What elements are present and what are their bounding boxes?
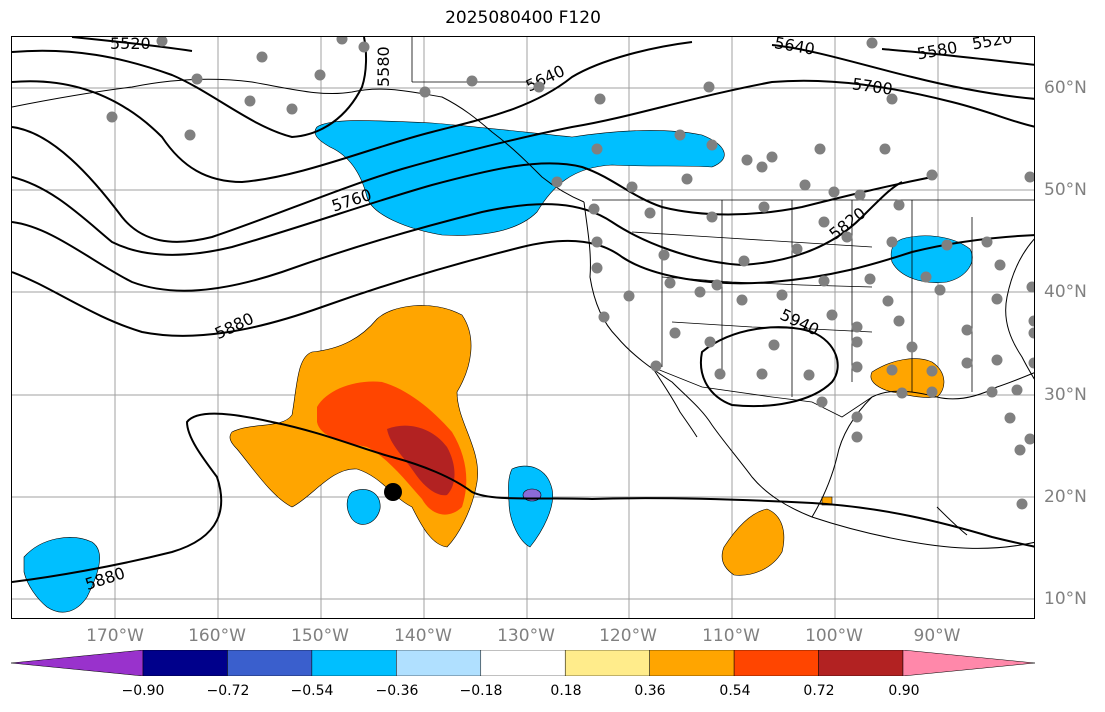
contour-label-5640-west: 5640 (523, 61, 568, 95)
contour-5640-east (771, 44, 1034, 100)
colorbar-label: −0.36 (375, 683, 419, 699)
lat-label: 60°N (1044, 78, 1087, 98)
lon-label: 110°W (702, 626, 760, 646)
contour-label-5700: 5700 (851, 74, 894, 98)
colorbar-label: 0.36 (634, 683, 666, 699)
colorbar-segment (480, 650, 566, 676)
contour-label-5520: 5520 (110, 37, 151, 53)
lat-label: 10°N (1044, 589, 1087, 609)
lon-label: 120°W (599, 626, 657, 646)
negative-anomaly-regions (23, 120, 973, 613)
contour-5880-south (12, 412, 1034, 583)
lon-label: 90°W (913, 626, 961, 646)
contour-label-5640-east: 5640 (773, 37, 816, 59)
colorbar-label: −0.72 (206, 683, 250, 699)
colorbar-label: 0.72 (803, 683, 835, 699)
colorbar-segments (11, 650, 1035, 676)
colorbar-label: 0.90 (888, 683, 920, 699)
contour-5820 (12, 181, 903, 292)
contour-5640 (12, 41, 693, 184)
contour-5940 (699, 326, 839, 408)
contour-label-5580: 5580 (374, 46, 393, 87)
height-contours (12, 37, 1034, 583)
border-us-mexico (651, 366, 873, 418)
coastline-alaska (12, 78, 585, 203)
colorbar-label: −0.18 (459, 683, 503, 699)
anomaly-region-mexico-offshore (721, 508, 785, 576)
colorbar-label: 0.54 (719, 683, 751, 699)
station-markers (106, 37, 1034, 510)
colorbar-segment (564, 650, 650, 676)
lon-label: 160°W (188, 626, 246, 646)
colorbar-label: 0.18 (550, 683, 582, 699)
lat-label: 20°N (1044, 487, 1087, 507)
contour-5700 (12, 79, 1034, 243)
lon-label: 130°W (497, 626, 555, 646)
map-canvas: 5520 5580 5640 5640 5700 5580 5520 5760 … (12, 37, 1034, 618)
coastline-east-north-america (1005, 238, 1034, 380)
lon-label: 140°W (394, 626, 452, 646)
contour-5760 (12, 162, 933, 256)
lat-label: 40°N (1044, 282, 1087, 302)
colorbar-label: −0.90 (121, 683, 165, 699)
coastline-gulf-of-mexico (811, 372, 1034, 518)
highlight-marker (384, 483, 402, 501)
lat-label: 50°N (1044, 180, 1087, 200)
coastline-yucatan (936, 506, 968, 536)
contour-5580-west (12, 37, 368, 139)
colorbar-segment (396, 650, 482, 676)
political-borders (411, 37, 1034, 418)
map-panel: 5520 5580 5640 5640 5700 5580 5520 5760 … (11, 36, 1035, 619)
contour-label-5580-east: 5580 (915, 38, 958, 64)
colorbar-segment (142, 650, 228, 676)
contour-5880-north (12, 234, 1034, 337)
anomaly-region-subtropical-east (508, 465, 553, 548)
colorbar-segment (649, 650, 735, 676)
anomaly-region-central-pacific-core (387, 425, 455, 496)
contour-label-5880-north: 5880 (212, 309, 257, 343)
lon-label: 100°W (805, 626, 863, 646)
anomaly-region-subtropical-small (346, 489, 381, 525)
colorbar-extend-high (902, 650, 1035, 676)
anomaly-region-gulf-of-alaska (314, 120, 725, 236)
coastlines (12, 78, 1034, 549)
coastline-west-north-america (583, 201, 1034, 549)
lat-label: 30°N (1044, 385, 1087, 405)
map-title: 2025080400 F120 (445, 8, 601, 28)
colorbar-label: −0.54 (290, 683, 334, 699)
contour-5520 (71, 37, 193, 52)
colorbar-segment (311, 650, 397, 676)
contour-label-5940: 5940 (777, 305, 822, 339)
contour-label-5520-east: 5520 (970, 37, 1013, 53)
colorbar (11, 650, 1035, 676)
coastline-baja (651, 366, 698, 438)
anomaly-region-great-lakes (890, 235, 973, 283)
lon-label: 170°W (86, 626, 144, 646)
lon-label: 150°W (291, 626, 349, 646)
colorbar-segment (733, 650, 819, 676)
colorbar-segment (818, 650, 904, 676)
contour-5580-east (881, 48, 1034, 66)
colorbar-extend-low (11, 650, 144, 676)
colorbar-segment (227, 650, 313, 676)
